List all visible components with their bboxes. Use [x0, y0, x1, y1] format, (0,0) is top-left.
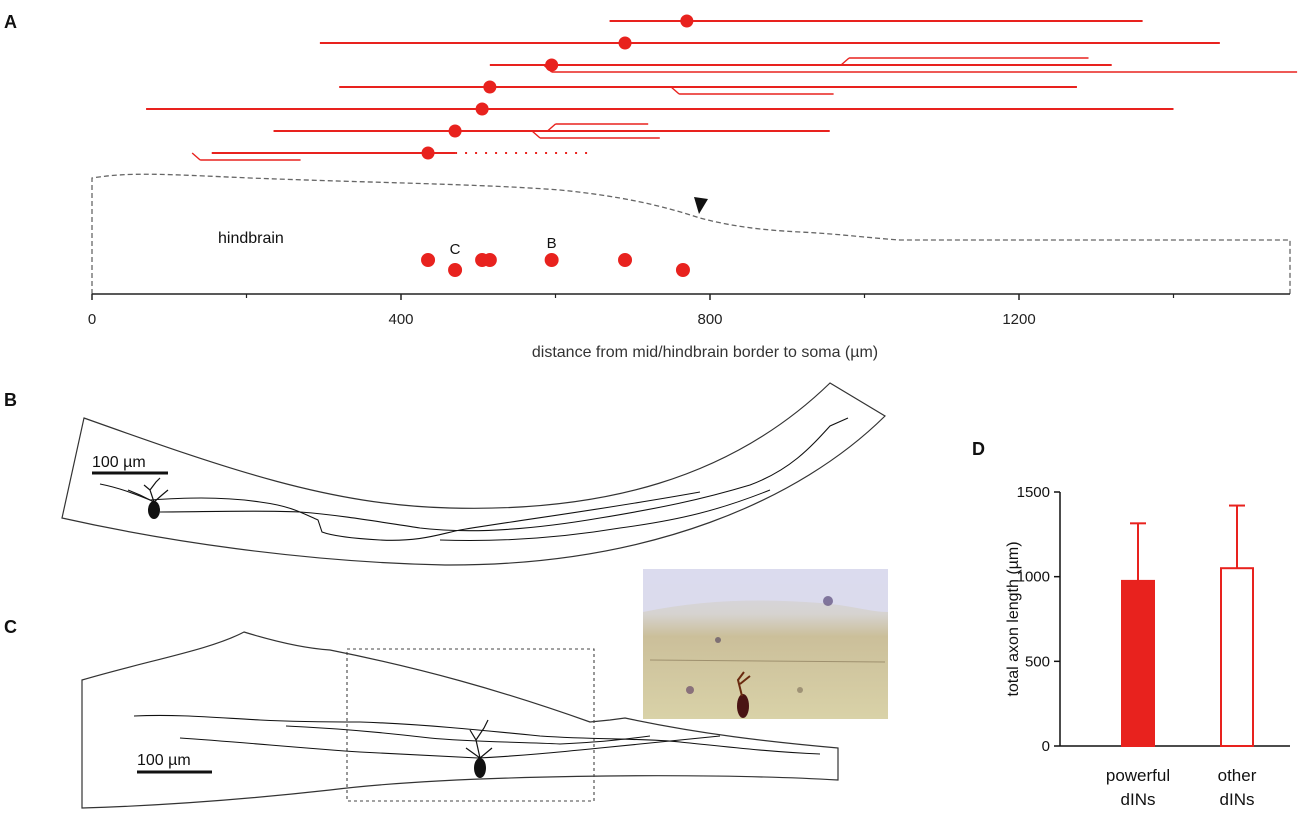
axon-soma-marker [448, 124, 462, 138]
axon-soma-marker [618, 36, 632, 50]
x-tick-label: 800 [697, 311, 722, 328]
point-label-c: C [450, 241, 461, 258]
axon-projection-lines [146, 14, 1298, 161]
neuron-tracing-b: 100 µm [61, 382, 886, 566]
inset-region-box [346, 648, 595, 802]
d-category-label: powerful [1106, 766, 1170, 785]
axon-c-2 [179, 735, 721, 759]
d-y-tick-label: 500 [1025, 653, 1050, 670]
dendrites-b [127, 477, 169, 503]
hindbrain-outline [91, 173, 1291, 294]
axon-c-1 [133, 714, 821, 755]
axon-b-3 [439, 489, 771, 541]
x-tick-label: 0 [88, 311, 96, 328]
arrowhead-marker [694, 197, 708, 214]
axon-b-2 [159, 417, 849, 532]
dendrites-c [465, 719, 493, 759]
spinal-cord-outline-b [61, 382, 886, 566]
x-axis-ticks: 0 400 800 1200 [88, 294, 1175, 328]
scale-bar-label-b: 100 µm [92, 454, 146, 471]
scale-bar-label-c: 100 µm [137, 752, 191, 769]
d-y-tick-label: 1500 [1017, 484, 1050, 501]
d-bar [1220, 567, 1254, 748]
axon-soma-marker [475, 102, 489, 116]
x-tick-label: 400 [388, 311, 413, 328]
d-category-label: other [1218, 766, 1257, 785]
soma-position [448, 263, 463, 277]
axon-soma-marker [545, 58, 559, 72]
axon-branch-join [670, 86, 680, 95]
axon-branch-join [547, 123, 556, 132]
micrograph-inset [643, 569, 888, 719]
soma-position [618, 253, 633, 267]
axon-soma-marker [680, 14, 694, 28]
d-y-tick-label: 1000 [1017, 569, 1050, 586]
d-bars [1121, 504, 1254, 748]
panel-label-d: D [972, 439, 985, 459]
axon-branch-join [531, 130, 541, 139]
soma-position [675, 263, 690, 277]
soma-position [421, 253, 436, 267]
axon-branch-join [191, 152, 201, 161]
axon-c-3 [285, 725, 651, 745]
x-tick-label: 1200 [1002, 311, 1035, 328]
d-y-tick-label: 0 [1042, 738, 1050, 755]
axon-soma-marker [421, 146, 435, 160]
soma-position [544, 253, 559, 267]
d-category-label: dINs [1121, 790, 1156, 809]
soma-c [474, 758, 486, 778]
panel-label-a: A [4, 12, 17, 32]
panel-label-b: B [4, 390, 17, 410]
soma-position [482, 253, 497, 267]
axon-b-1 [99, 483, 701, 541]
hindbrain-label: hindbrain [218, 230, 284, 247]
d-y-axis-ticks: 0 500 1000 1500 [1017, 484, 1060, 755]
axon-soma-marker [483, 80, 497, 94]
d-y-axis-title: total axon length (µm) [1005, 541, 1022, 696]
x-axis-title: distance from mid/hindbrain border to so… [532, 344, 878, 361]
d-category-labels: powerful dINs other dINs [1106, 766, 1257, 809]
soma-b [148, 501, 160, 519]
spinal-cord-outline-c [81, 631, 839, 809]
d-category-label: dINs [1220, 790, 1255, 809]
soma-positions [421, 253, 690, 277]
axon-branch-join [840, 57, 850, 66]
neuron-tracing-c: 100 µm [81, 631, 839, 809]
panel-label-c: C [4, 617, 17, 637]
point-label-b: B [547, 235, 557, 252]
d-bar [1121, 579, 1155, 748]
